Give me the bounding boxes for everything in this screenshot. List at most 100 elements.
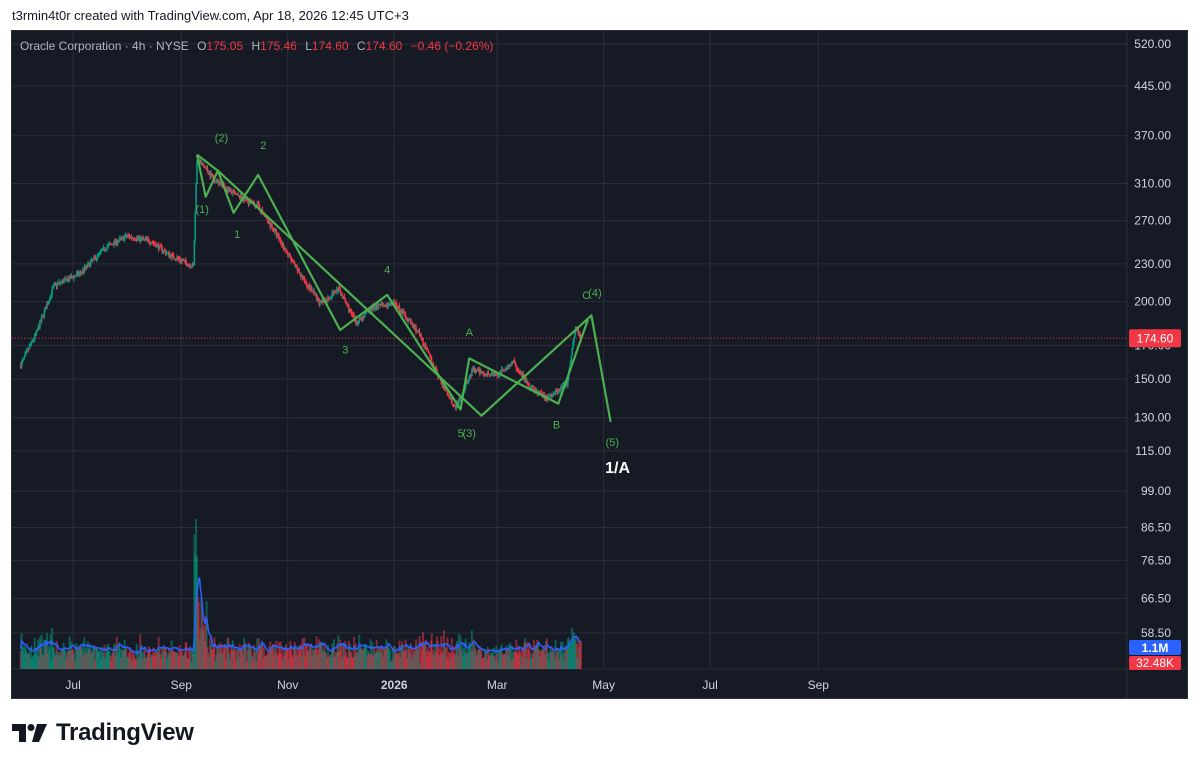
volume-ma-value: 1.1M — [1142, 641, 1169, 655]
candle-body — [156, 244, 158, 248]
candle-body — [23, 356, 26, 359]
price-tick-label: 130.00 — [1134, 411, 1171, 425]
candle-body — [111, 244, 114, 246]
candle-body — [448, 395, 450, 399]
volume-bar — [446, 637, 449, 669]
candle-body — [103, 247, 106, 251]
candle-body — [295, 265, 298, 267]
volume-bar — [339, 643, 342, 669]
candle-body — [345, 302, 348, 304]
candle-body — [521, 373, 524, 375]
candle-body — [553, 394, 555, 396]
candle-body — [336, 289, 339, 292]
candle-body — [574, 332, 576, 338]
candle-body — [355, 321, 358, 325]
candle-body — [312, 290, 314, 293]
candle-body — [176, 257, 178, 260]
candle-body — [468, 377, 471, 380]
volume-bar — [234, 648, 237, 669]
candle-body — [133, 239, 135, 241]
candle-body — [428, 351, 430, 354]
volume-bar — [303, 637, 306, 669]
candle-body — [478, 369, 481, 374]
volume-bar — [557, 649, 560, 669]
candle-body — [99, 251, 101, 253]
candle-body — [335, 289, 338, 293]
volume-bar — [511, 645, 514, 669]
candle-body — [377, 305, 380, 307]
candle-body — [143, 238, 146, 240]
candle-body — [370, 308, 373, 311]
candle-body — [117, 240, 120, 243]
candle-body — [114, 240, 116, 243]
candle-body — [520, 372, 523, 375]
candle-body — [333, 290, 335, 295]
candle-body — [215, 180, 217, 182]
tradingview-brand[interactable]: TradingView — [12, 719, 194, 747]
volume-bar — [40, 634, 43, 669]
candle-body — [62, 280, 65, 284]
candle-body — [178, 258, 181, 261]
candle-body — [158, 244, 161, 250]
candle-body — [420, 334, 423, 339]
candle-body — [499, 372, 502, 374]
candle-body — [413, 325, 416, 329]
candle-body — [26, 349, 29, 351]
candle-body — [389, 303, 391, 305]
candle-body — [351, 313, 354, 315]
candle-body — [41, 315, 44, 317]
candle-body — [237, 193, 239, 196]
candle-body — [346, 303, 348, 306]
candle-body — [395, 302, 397, 305]
candle-body — [234, 193, 237, 195]
candle-body — [535, 390, 538, 392]
candle-body — [92, 258, 94, 261]
candle-body — [149, 243, 152, 245]
candle-body — [476, 370, 478, 372]
candle-body — [132, 237, 135, 240]
candle-body — [175, 259, 177, 261]
candle-body — [409, 319, 411, 321]
candle-body — [185, 262, 188, 266]
candle-body — [274, 229, 277, 231]
wave-label: 3 — [342, 344, 348, 356]
candle-body — [288, 253, 291, 256]
candle-body — [67, 278, 70, 281]
candle-body — [416, 331, 418, 333]
candle-body — [153, 243, 156, 245]
candle-body — [482, 372, 485, 374]
candle-body — [135, 237, 138, 241]
candle-body — [355, 318, 357, 325]
candle-body — [467, 379, 470, 382]
candle-body — [382, 305, 384, 307]
candle-body — [429, 353, 431, 356]
candle-body — [216, 179, 218, 181]
candle-body — [190, 267, 192, 269]
candle-body — [85, 265, 87, 268]
candle-body — [572, 342, 574, 349]
candle-body — [493, 372, 496, 376]
candle-body — [417, 330, 420, 333]
candle-body — [139, 236, 142, 242]
candle-body — [492, 373, 494, 376]
wave-label: 5 — [457, 428, 463, 440]
candle-body — [127, 235, 129, 237]
candle-body — [83, 266, 86, 272]
candle-body — [557, 390, 560, 393]
candle-body — [286, 252, 288, 254]
volume-bar — [496, 653, 499, 669]
price-tick-label: 520.00 — [1134, 37, 1171, 51]
candle-body — [19, 365, 22, 368]
volume-bar — [45, 633, 48, 669]
candle-body — [277, 234, 279, 236]
volume-bar — [197, 601, 200, 669]
candle-body — [416, 331, 419, 333]
candle-body — [423, 344, 426, 347]
price-tick-label: 310.00 — [1134, 176, 1171, 190]
volume-bar — [332, 639, 335, 669]
candle-body — [211, 175, 214, 177]
candle-body — [547, 396, 550, 398]
candle-body — [407, 319, 409, 322]
candle-body — [375, 304, 377, 308]
